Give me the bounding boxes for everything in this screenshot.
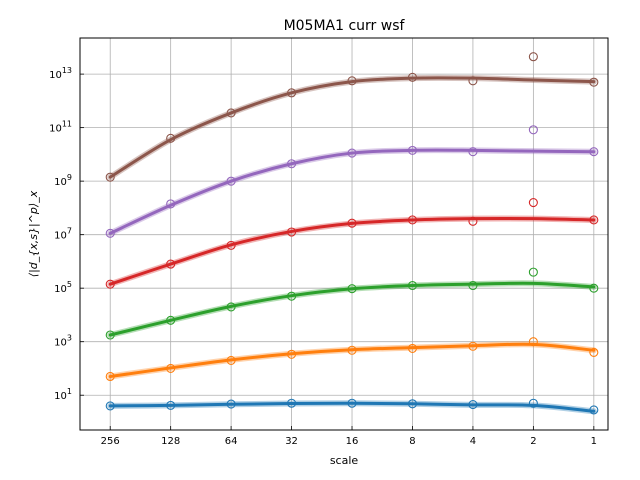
series-2-marker [226,355,236,365]
x-tick-label: 8 [409,436,415,447]
y-axis-label: ⟨|d_{x,s}|^p⟩_x [27,190,40,277]
x-tick-label: 16 [346,436,359,447]
series-6-marker [468,76,478,86]
series-3-marker [287,291,297,301]
series-1-marker [166,400,176,410]
series-4-marker [166,259,176,269]
series-3-marker [407,280,418,291]
y-tick-label: 109 [54,173,72,188]
series-5-marker [468,147,478,157]
y-tick-label: 101 [54,387,72,402]
series-1-marker [468,400,478,410]
series-5-marker [226,176,236,186]
series-1-marker [589,405,599,415]
series-1-marker [287,398,297,408]
series-5-marker [589,147,599,157]
series-2-line [108,342,596,378]
series-4-line [108,216,596,286]
series-5-marker [287,159,297,169]
x-tick-label: 128 [161,436,180,447]
series-3-marker [528,267,538,277]
x-axis-label: scale [330,454,359,467]
series-curves [107,74,597,415]
series-1-line [108,401,596,413]
series-4-marker [468,216,478,226]
grid [80,38,608,430]
series-3-marker [105,330,115,340]
series-6-marker [589,77,599,87]
y-axis-ticks: 101 103 105 107 109 1011 1013 [49,66,84,402]
series-1-marker [407,399,418,409]
series-6-marker [287,88,297,98]
x-tick-label: 32 [285,436,298,447]
series-3-marker [166,315,176,325]
y-tick-label: 107 [54,227,72,242]
series-3-marker [347,284,357,294]
series-3-marker [226,302,236,312]
series-1-marker [226,399,236,409]
x-axis-ticks: 256 128 64 32 16 8 4 2 1 [101,426,597,447]
series-3-marker [468,280,478,291]
series-5-marker [105,228,115,238]
series-4-marker [589,215,599,225]
x-tick-label: 64 [225,436,238,447]
series-2-marker [166,363,176,374]
x-tick-label: 4 [470,436,476,447]
series-2-marker [468,341,478,351]
series-6-marker [528,52,538,62]
series-markers [105,52,599,415]
y-tick-label: 103 [54,334,72,349]
series-3-line [108,281,596,337]
series-6-marker [407,72,418,82]
x-tick-label: 256 [101,436,120,447]
y-tick-label: 105 [54,280,72,295]
series-6-line [108,76,596,179]
y-tick-label: 1011 [49,120,72,135]
series-4-marker [226,240,236,250]
series-4-marker [347,218,357,228]
series-5-marker [166,199,176,209]
series-5-marker [407,145,418,155]
series-2-marker [347,345,357,355]
series-5-marker [528,125,538,135]
series-4-marker [287,227,297,237]
chart-title: M05MA1 curr wsf [284,18,406,34]
series-4-marker [105,279,115,289]
series-2-marker [589,347,599,357]
series-3-marker [589,283,599,293]
series-2-marker [105,371,115,382]
series-2-marker [528,337,538,347]
series-2-marker [407,343,418,353]
x-tick-label: 2 [530,436,536,447]
series-1-marker [528,398,538,408]
series-2-marker [287,349,297,359]
series-4-marker [528,198,538,208]
series-5-line [108,148,596,235]
series-6-marker [347,76,357,86]
series-6-marker [226,108,236,118]
plot-frame [79,37,609,431]
series-6-marker [105,172,115,182]
series-1-marker [347,398,357,408]
series-1-marker [105,401,115,411]
series-5-marker [347,148,357,158]
series-4-marker [407,215,418,225]
x-tick-label: 1 [591,436,597,447]
series-6-marker [166,133,176,143]
y-tick-label: 1013 [49,66,72,81]
